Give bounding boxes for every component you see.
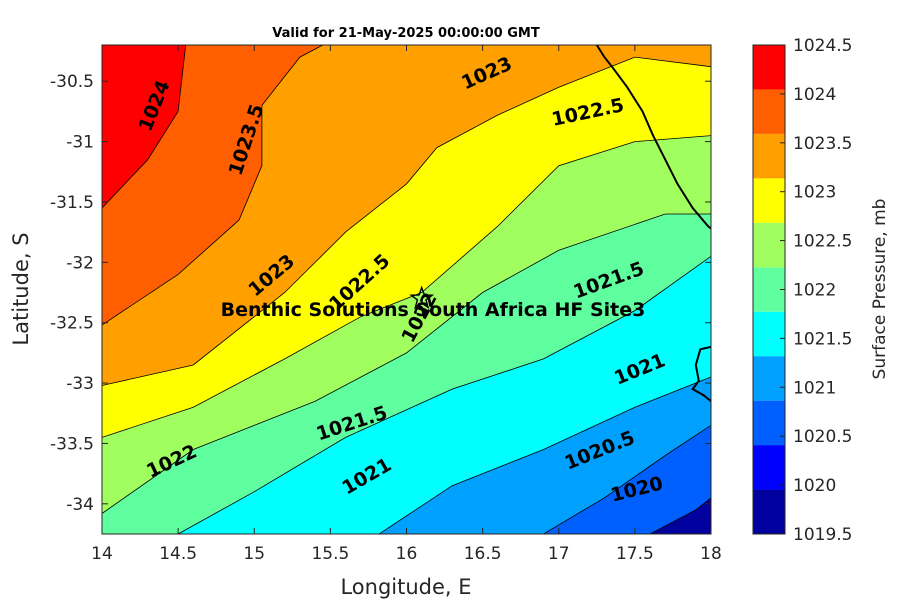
contour-line [102, 45, 323, 326]
x-tick-label: 16.5 [464, 544, 502, 564]
colorbar-ticks: 1019.5 1020 1020.5 1021 1021.5 1022 1022.5 1023… [780, 36, 852, 545]
coastline-path [595, 45, 711, 230]
x-axis-label: Longitude, E [340, 575, 471, 599]
contour-lines [102, 45, 711, 534]
colorbar-swatch [753, 178, 785, 223]
y-tick-label: -32 [66, 253, 94, 273]
x-tick-label: 17.5 [616, 544, 654, 564]
contour-line [649, 497, 711, 534]
colorbar-tick-label: 1024 [793, 85, 836, 105]
contour-line [102, 213, 711, 514]
colorbar-swatch [753, 89, 785, 134]
x-tick-label: 14.5 [159, 544, 197, 564]
site-star-icon [409, 285, 435, 310]
colorbar-tick-label: 1024.5 [793, 36, 852, 56]
colorbar-label: Surface Pressure, mb [870, 199, 890, 380]
colorbar-tick-label: 1022 [793, 281, 836, 301]
contour-line [102, 135, 711, 438]
contour-fills [102, 45, 711, 534]
colorbar-tick-label: 1023.5 [793, 134, 852, 154]
colorbar [753, 45, 785, 534]
colorbar-swatch [753, 222, 785, 268]
colorbar-swatch [753, 267, 785, 312]
x-tick-label: 15.5 [311, 544, 349, 564]
contour-line [177, 255, 711, 534]
x-axis-ticks: 14 14.5 15 15.5 16 16.5 17 17.5 18 [91, 45, 722, 564]
coastline [595, 45, 711, 402]
colorbar-swatch [753, 400, 785, 446]
site-label: Benthic Solutions South Africa HF Site3 [221, 299, 646, 321]
contour-line [378, 376, 711, 534]
coastline-path [691, 345, 711, 402]
colorbar-tick-label: 1022.5 [793, 232, 852, 252]
colorbar-swatch [753, 45, 785, 90]
band-fill [102, 45, 186, 208]
contour-line [543, 424, 711, 534]
x-tick-label: 17 [548, 544, 570, 564]
colorbar-tick-label: 1021 [793, 378, 836, 398]
x-tick-label: 14 [91, 544, 113, 564]
x-tick-label: 18 [700, 544, 722, 564]
y-tick-label: -33 [66, 374, 94, 394]
y-tick-label: -34 [66, 495, 94, 515]
chart-title: Valid for 21-May-2025 00:00:00 GMT [272, 26, 540, 41]
y-axis-ticks: -30.5 -31 -31.5 -32 -32.5 -33 -33.5 -34 [50, 72, 711, 515]
x-tick-label: 16 [396, 544, 418, 564]
y-tick-label: -31.5 [50, 193, 94, 213]
site-annotation: Benthic Solutions South Africa HF Site3 [221, 285, 646, 321]
y-tick-label: -31 [66, 133, 94, 153]
y-tick-label: -33.5 [50, 434, 94, 454]
contour-line [102, 45, 187, 209]
colorbar-swatch [753, 133, 785, 179]
colorbar-tick-label: 1021.5 [793, 329, 852, 349]
colorbar-tick-label: 1023 [793, 183, 836, 203]
contour-line [102, 56, 711, 386]
colorbar-swatch [753, 311, 785, 357]
x-tick-label: 15 [243, 544, 265, 564]
colorbar-tick-label: 1020.5 [793, 427, 852, 447]
colorbar-tick-label: 1020 [793, 476, 836, 496]
colorbar-swatch [753, 489, 785, 534]
colorbar-swatch [753, 445, 785, 490]
y-tick-label: -32.5 [50, 314, 94, 334]
colorbar-swatch [753, 356, 785, 401]
band-fill [650, 497, 711, 534]
colorbar-tick-label: 1019.5 [793, 525, 852, 545]
y-axis-label: Latitude, S [9, 232, 33, 345]
y-tick-label: -30.5 [50, 72, 94, 92]
